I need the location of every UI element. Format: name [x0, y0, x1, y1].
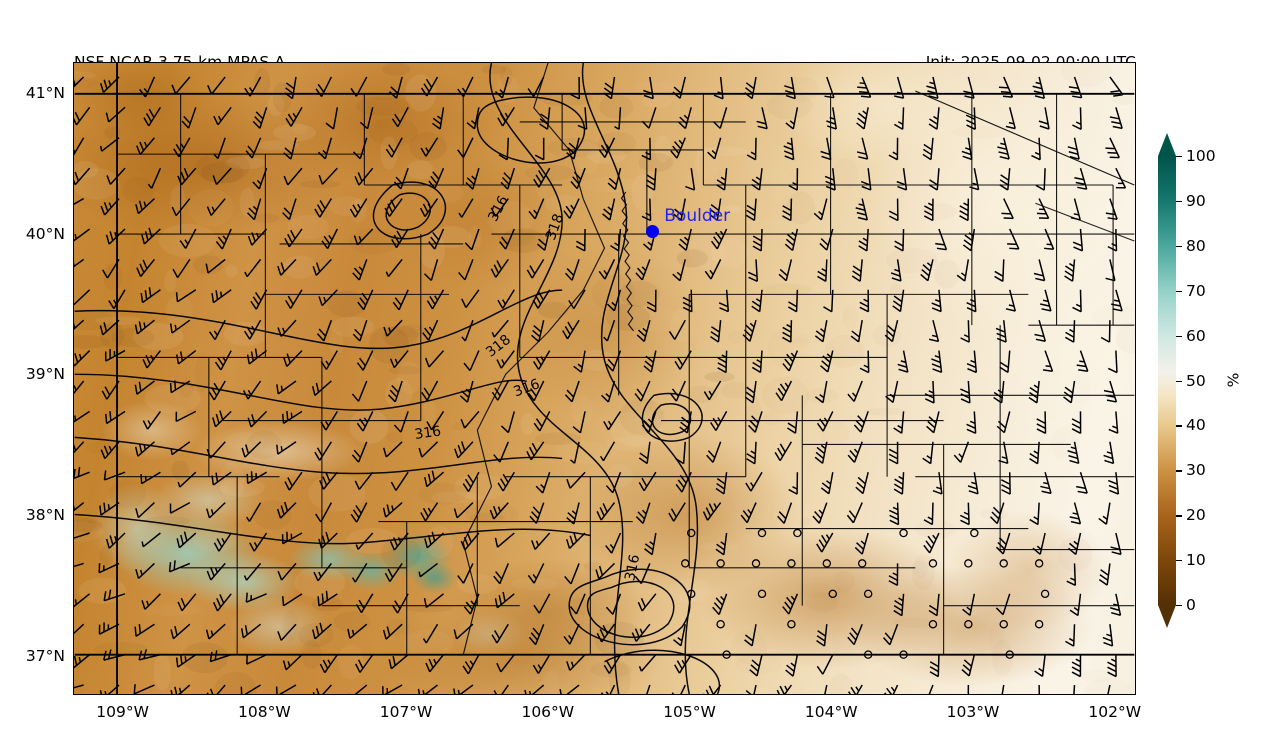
colorbar-tick-label: 0	[1186, 596, 1196, 614]
colorbar-tick	[1176, 560, 1182, 562]
longitude-tick-label: 105°W	[663, 703, 716, 721]
colorbar-extend-min-icon	[1158, 605, 1176, 628]
longitude-tick-label: 107°W	[379, 703, 433, 721]
longitude-tick-label: 102°W	[1088, 703, 1142, 721]
colorbar-tick-label: 10	[1186, 551, 1206, 570]
colorbar-tick	[1176, 156, 1182, 158]
latitude-tick-label: 40°N	[25, 224, 65, 243]
colorbar-title: %	[1224, 372, 1243, 388]
political-boundaries	[74, 63, 1135, 694]
longitude-tick-label: 104°W	[804, 703, 858, 721]
city-marker-boulder	[645, 225, 659, 239]
colorbar-tick	[1176, 470, 1182, 472]
wind-barbs	[74, 76, 1127, 694]
longitude-tick-label: 106°W	[521, 703, 575, 721]
colorbar-tick-label: 70	[1186, 281, 1206, 300]
colorbar-tick-label: 20	[1186, 506, 1206, 525]
colorbar-tick	[1176, 335, 1182, 337]
map-plot-area: 316 318 316 316 318 316 Boulder	[73, 62, 1136, 695]
colorbar-tick	[1176, 245, 1182, 248]
colorbar-tick-label: 30	[1186, 461, 1206, 480]
city-label-boulder: Boulder	[664, 205, 731, 226]
colorbar-tick-label: 100	[1186, 147, 1216, 165]
colorbar-tick	[1176, 200, 1182, 203]
colorbar-gradient	[1158, 156, 1176, 605]
colorbar: 0 10 20 30 40 50 60 70 80 90 100	[1158, 133, 1216, 628]
svg-text:316: 316	[622, 553, 643, 582]
svg-text:316: 316	[414, 423, 443, 443]
colorbar-tick-label: 50	[1186, 371, 1206, 390]
colorbar-tick	[1176, 380, 1182, 382]
latitude-tick-label: 37°N	[25, 646, 65, 665]
colorbar-extend-max-icon	[1158, 133, 1176, 156]
colorbar-tick-label: 60	[1186, 326, 1206, 345]
longitude-tick-label: 108°W	[237, 703, 291, 721]
latitude-tick-label: 39°N	[25, 365, 65, 384]
longitude-tick-label: 103°W	[946, 703, 1000, 721]
colorbar-tick	[1176, 515, 1182, 517]
latitude-tick-label: 41°N	[25, 83, 65, 102]
colorbar-tick-label: 80	[1186, 236, 1206, 255]
colorbar-tick-label: 40	[1186, 416, 1206, 435]
longitude-tick-label: 109°W	[96, 703, 149, 721]
latitude-tick-label: 38°N	[25, 505, 65, 524]
colorbar-tick-label: 90	[1186, 191, 1206, 210]
colorbar-tick	[1176, 605, 1182, 607]
colorbar-tick	[1176, 290, 1182, 293]
colorbar-tick	[1176, 425, 1182, 427]
